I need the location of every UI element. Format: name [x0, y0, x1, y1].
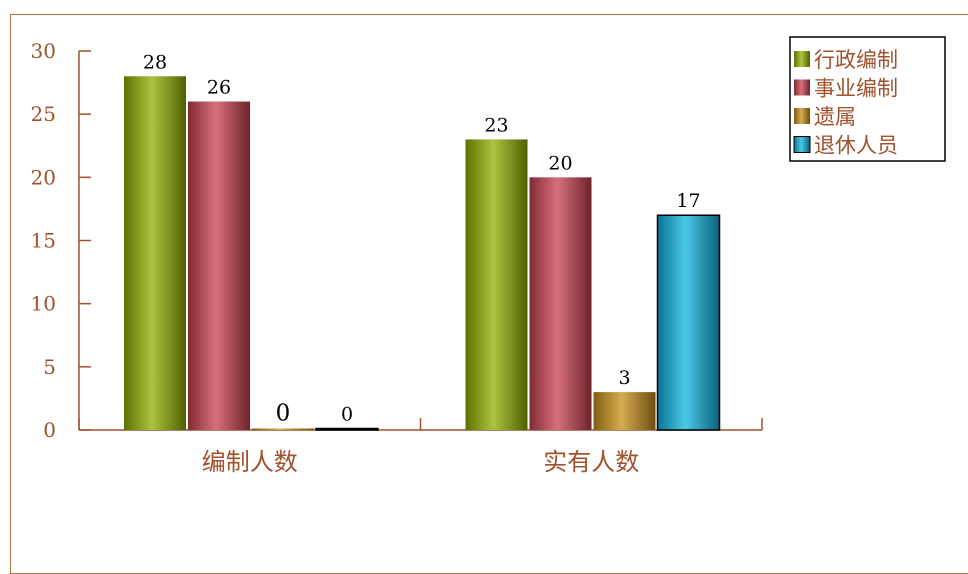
bar-4-1 — [315, 427, 379, 431]
y-tick-label: 20 — [31, 165, 56, 189]
bar-chart: 0 5 10 15 20 25 30 编制人数 实有人数 28 26 0 0 23 20 3 17 行政编制事… — [31, 36, 946, 476]
data-label: 20 — [548, 152, 572, 174]
bar-1-2 — [465, 139, 528, 430]
y-tick-label: 15 — [31, 229, 56, 253]
x-category-label: 编制人数 — [202, 448, 298, 476]
legend-box — [789, 36, 946, 162]
y-tick-label: 25 — [31, 102, 56, 126]
bar-2-2 — [529, 177, 592, 430]
data-label: 23 — [484, 114, 508, 136]
legend-label: 退休人员 — [814, 134, 898, 158]
data-labels: 28 26 0 0 23 20 3 17 — [143, 51, 701, 426]
legend-label: 行政编制 — [814, 48, 898, 72]
y-tick-label: 5 — [43, 355, 56, 379]
data-label: 3 — [618, 367, 630, 389]
data-label: 0 — [341, 404, 353, 426]
data-label: 28 — [143, 51, 167, 73]
y-tick-label: 30 — [31, 39, 56, 63]
y-tick-label: 10 — [31, 292, 56, 316]
bar-2-1 — [188, 101, 250, 431]
bar-1-1 — [124, 76, 186, 431]
bars — [124, 76, 721, 431]
data-label: 26 — [207, 77, 231, 99]
legend-swatch — [794, 79, 810, 96]
data-label: 17 — [676, 190, 700, 212]
legend-swatch — [793, 136, 811, 153]
legend-swatch — [794, 51, 810, 67]
legend-swatch — [794, 108, 810, 124]
bar-4-2 — [656, 214, 721, 431]
bar-3-1 — [252, 428, 314, 430]
data-label: 0 — [276, 401, 291, 427]
legend-label: 遗属 — [814, 105, 856, 129]
y-tick-label: 0 — [43, 418, 56, 442]
bar-3-2 — [593, 392, 656, 430]
x-category-label: 实有人数 — [543, 448, 639, 476]
legend-label: 事业编制 — [814, 77, 898, 101]
